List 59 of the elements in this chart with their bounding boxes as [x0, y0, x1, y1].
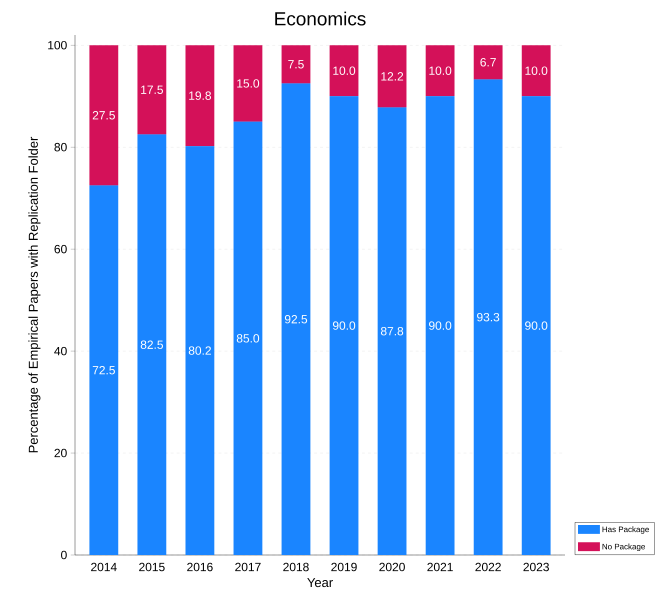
x-axis-title: Year [307, 578, 333, 588]
data-label: 82.5 [140, 340, 163, 349]
y-tick-label: 80 [54, 142, 67, 152]
data-label: 6.7 [480, 58, 496, 66]
x-tick-label: 2015 [139, 562, 165, 572]
bar [474, 45, 503, 80]
data-label: 10.0 [429, 66, 452, 75]
data-label: 92.5 [284, 314, 308, 324]
chart-title: Economics [275, 12, 366, 26]
bar [426, 45, 455, 96]
y-tick-label: 40 [54, 346, 67, 356]
bar [137, 134, 166, 555]
y-tick-label: 0 [61, 550, 67, 560]
bar [282, 83, 310, 555]
data-label: 12.2 [381, 72, 404, 80]
x-tick-label: 2016 [187, 562, 213, 572]
data-label: 72.5 [92, 366, 115, 374]
data-label: 27.5 [92, 111, 115, 120]
y-axis-title: Percentage of Empirical Papers with Replication Folder [28, 136, 40, 452]
data-label: 93.3 [477, 312, 500, 322]
data-label: 85.0 [236, 334, 260, 343]
bar [89, 185, 118, 555]
x-tick-label: 2014 [91, 562, 117, 572]
y-tick-label: 20 [54, 448, 67, 458]
bar [330, 45, 358, 96]
bar [137, 45, 166, 134]
bar [89, 45, 118, 186]
bar [185, 45, 214, 146]
data-label: 10.0 [525, 66, 548, 75]
data-label: 90.0 [525, 321, 548, 330]
data-label: 7.5 [288, 60, 304, 68]
bar [474, 79, 503, 555]
x-tick-label: 2023 [523, 562, 549, 572]
x-tick-label: 2021 [427, 562, 453, 572]
data-label: 19.8 [189, 91, 212, 100]
y-tick-label: 60 [54, 244, 67, 254]
bar [234, 122, 262, 555]
bar [378, 107, 406, 555]
y-tick-label: 100 [48, 40, 67, 50]
data-label: 87.8 [380, 326, 404, 336]
bar [234, 45, 262, 122]
data-label: 17.5 [141, 86, 163, 94]
bar [330, 96, 358, 555]
bar [522, 96, 551, 555]
bar [185, 146, 214, 555]
bar [426, 96, 455, 555]
data-label: 90.0 [429, 321, 452, 330]
data-label: 80.2 [188, 346, 211, 355]
x-tick-label: 2018 [283, 562, 309, 572]
data-label: 10.0 [333, 66, 356, 75]
x-tick-label: 2019 [331, 562, 357, 572]
data-label: 15.0 [237, 79, 260, 88]
bar [378, 45, 406, 108]
x-tick-label: 2017 [235, 562, 261, 572]
bar [522, 45, 551, 96]
bar [282, 45, 310, 84]
x-tick-label: 2020 [379, 562, 405, 572]
data-label: 90.0 [332, 321, 356, 330]
x-tick-label: 2022 [475, 562, 501, 572]
